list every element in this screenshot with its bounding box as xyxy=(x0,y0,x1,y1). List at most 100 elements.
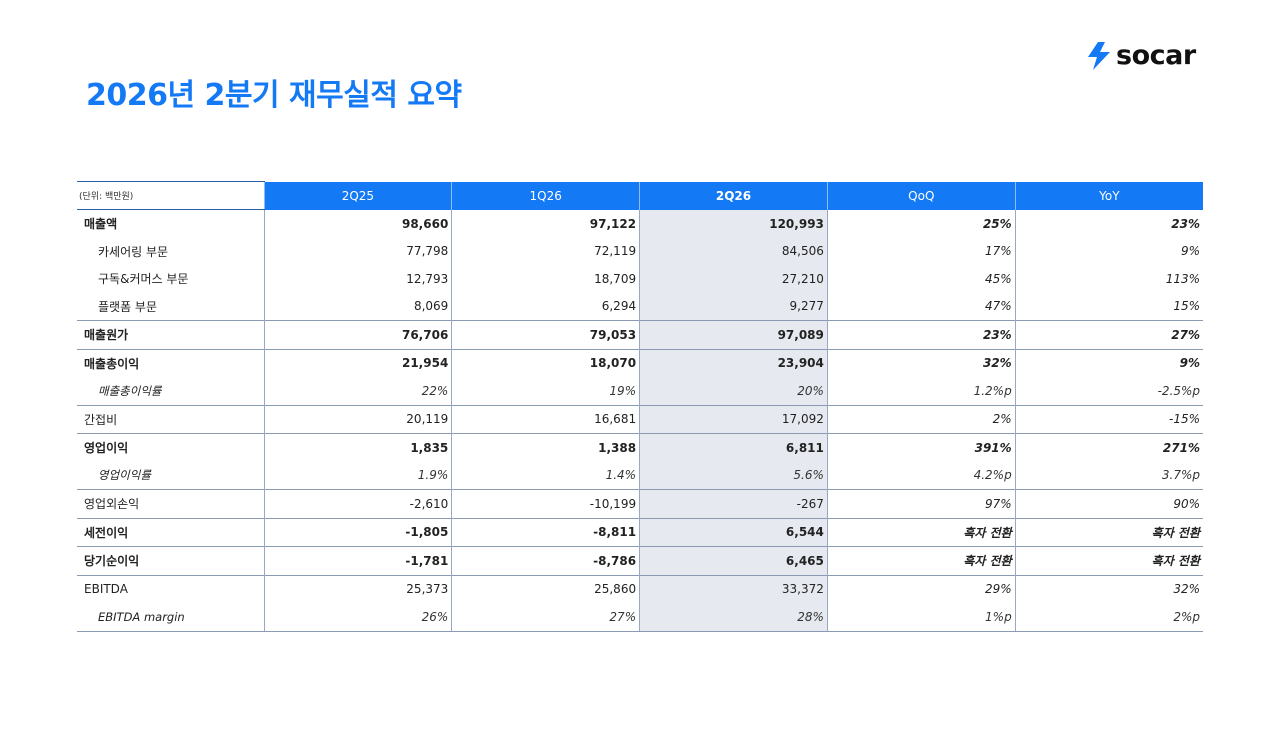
cell-yoy: 113% xyxy=(1014,265,1203,293)
cell-2q26: 6,544 xyxy=(639,517,828,547)
cell-2q25: 1.9% xyxy=(263,461,452,490)
cell-2q26: 27,210 xyxy=(639,265,828,293)
table-row: 영업이익률 1.9% 1.4% 5.6% 4.2%p 3.7%p xyxy=(77,461,1203,490)
table-row: EBITDA margin 26% 27% 28% 1%p 2%p xyxy=(77,603,1203,632)
cell-2q26: 97,089 xyxy=(639,320,828,349)
row-label: 플랫폼 부문 xyxy=(98,299,158,314)
row-label: 당기순이익 xyxy=(77,546,264,575)
financial-summary-table: (단위: 백만원) 2Q25 1Q26 2Q26 QoQ YoY 매출액 98,… xyxy=(77,181,1203,632)
row-label: 세전이익 xyxy=(77,517,264,547)
cell-yoy: 15% xyxy=(1014,292,1203,321)
socar-bolt-icon xyxy=(1088,41,1110,70)
row-label: 구독&커머스 부문 xyxy=(98,272,189,287)
cell-2q26: 23,904 xyxy=(639,348,828,377)
column-header-yoy: YoY xyxy=(1014,181,1203,210)
cell-2q26: 33,372 xyxy=(639,574,828,603)
cell-1q26: 6,294 xyxy=(451,292,640,321)
cell-2q26: 9,277 xyxy=(639,292,828,321)
cell-yoy: -15% xyxy=(1014,404,1203,434)
cell-2q26: 84,506 xyxy=(639,237,828,265)
row-label: EBITDA margin xyxy=(77,603,264,632)
cell-1q26: 79,053 xyxy=(451,320,640,349)
cell-qoq: 흑자 전환 xyxy=(826,546,1016,575)
cell-2q26: 28% xyxy=(639,603,828,632)
table-header-row: (단위: 백만원) 2Q25 1Q26 2Q26 QoQ YoY xyxy=(77,181,1203,210)
row-label: 매출총이익률 xyxy=(98,383,162,398)
cell-qoq: 391% xyxy=(826,433,1016,462)
cell-qoq: 45% xyxy=(826,265,1016,293)
cell-1q26: 1.4% xyxy=(451,461,640,490)
cell-2q26: 6,811 xyxy=(639,433,828,462)
cell-2q25: 21,954 xyxy=(263,348,452,377)
cell-yoy: 9% xyxy=(1014,348,1203,377)
cell-1q26: -8,811 xyxy=(451,517,640,547)
cell-2q25: 76,706 xyxy=(263,320,452,349)
table-row: 영업이익 1,835 1,388 6,811 391% 271% xyxy=(77,433,1203,462)
column-header-1q26: 1Q26 xyxy=(451,181,640,210)
cell-1q26: -8,786 xyxy=(451,546,640,575)
cell-2q26: 20% xyxy=(639,377,828,405)
cell-qoq: 1%p xyxy=(826,603,1016,632)
cell-2q25: 8,069 xyxy=(263,292,452,321)
column-header-2q25: 2Q25 xyxy=(263,181,452,210)
cell-1q26: 19% xyxy=(451,377,640,405)
cell-1q26: 25,860 xyxy=(451,574,640,603)
cell-yoy: 27% xyxy=(1014,320,1203,349)
cell-qoq: 흑자 전환 xyxy=(826,517,1016,547)
cell-2q25: -1,805 xyxy=(263,517,452,547)
cell-2q26: 17,092 xyxy=(639,404,828,434)
row-label: 영업외손익 xyxy=(77,489,264,518)
cell-qoq: 97% xyxy=(826,489,1016,518)
cell-qoq: 4.2%p xyxy=(826,461,1016,490)
cell-2q25: -2,610 xyxy=(263,489,452,518)
cell-2q25: 22% xyxy=(263,377,452,405)
cell-1q26: 1,388 xyxy=(451,433,640,462)
row-label: 카세어링 부문 xyxy=(98,244,169,259)
cell-1q26: 18,709 xyxy=(451,265,640,293)
cell-1q26: 16,681 xyxy=(451,404,640,434)
cell-2q25: 1,835 xyxy=(263,433,452,462)
page-title: 2026년 2분기 재무실적 요약 xyxy=(86,78,462,113)
column-header-2q26: 2Q26 xyxy=(639,181,828,210)
table-row: 매출총이익률 22% 19% 20% 1.2%p -2.5%p xyxy=(77,377,1203,405)
table-row: 매출액 98,660 97,122 120,993 25% 23% xyxy=(77,209,1203,238)
cell-2q25: -1,781 xyxy=(263,546,452,575)
table-row: 매출총이익 21,954 18,070 23,904 32% 9% xyxy=(77,348,1203,377)
logo-text: socar xyxy=(1116,40,1196,71)
cell-2q25: 77,798 xyxy=(263,237,452,265)
cell-qoq: 47% xyxy=(826,292,1016,321)
cell-1q26: 27% xyxy=(451,603,640,632)
row-label: 매출총이익 xyxy=(77,348,264,377)
row-label: 간접비 xyxy=(77,404,264,434)
cell-yoy: 32% xyxy=(1014,574,1203,603)
cell-yoy: 흑자 전환 xyxy=(1014,546,1203,575)
table-row: 구독&커머스 부문 12,793 18,709 27,210 45% 113% xyxy=(77,265,1203,293)
cell-yoy: -2.5%p xyxy=(1014,377,1203,405)
socar-logo: socar xyxy=(1084,40,1196,71)
cell-1q26: 97,122 xyxy=(451,209,640,238)
cell-yoy: 271% xyxy=(1014,433,1203,462)
column-header-qoq: QoQ xyxy=(826,181,1016,210)
cell-qoq: 25% xyxy=(826,209,1016,238)
cell-qoq: 23% xyxy=(826,320,1016,349)
cell-qoq: 32% xyxy=(826,348,1016,377)
row-label: EBITDA xyxy=(77,574,264,603)
cell-qoq: 17% xyxy=(826,237,1016,265)
cell-yoy: 9% xyxy=(1014,237,1203,265)
table-row: 카세어링 부문 77,798 72,119 84,506 17% 9% xyxy=(77,237,1203,265)
cell-1q26: -10,199 xyxy=(451,489,640,518)
cell-yoy: 2%p xyxy=(1014,603,1203,632)
cell-2q25: 25,373 xyxy=(263,574,452,603)
table-row: 당기순이익 -1,781 -8,786 6,465 흑자 전환 흑자 전환 xyxy=(77,546,1203,575)
cell-yoy: 90% xyxy=(1014,489,1203,518)
cell-2q25: 20,119 xyxy=(263,404,452,434)
unit-label: (단위: 백만원) xyxy=(77,181,264,210)
table-row: 플랫폼 부문 8,069 6,294 9,277 47% 15% xyxy=(77,292,1203,321)
cell-2q25: 98,660 xyxy=(263,209,452,238)
row-label: 매출원가 xyxy=(77,320,264,349)
cell-qoq: 29% xyxy=(826,574,1016,603)
cell-1q26: 18,070 xyxy=(451,348,640,377)
cell-1q26: 72,119 xyxy=(451,237,640,265)
row-label: 매출액 xyxy=(84,217,118,232)
cell-2q25: 26% xyxy=(263,603,452,632)
